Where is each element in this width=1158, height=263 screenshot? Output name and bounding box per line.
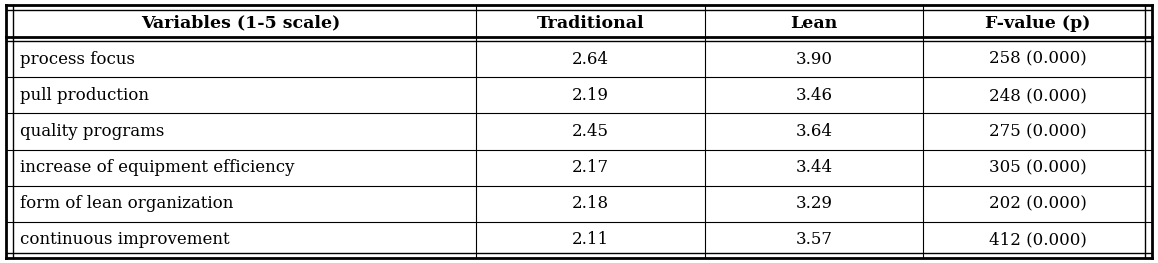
Text: Traditional: Traditional	[536, 15, 644, 32]
Text: Lean: Lean	[791, 15, 837, 32]
Text: 2.18: 2.18	[572, 195, 609, 212]
Text: quality programs: quality programs	[20, 123, 164, 140]
Text: 3.57: 3.57	[796, 231, 833, 248]
Text: Variables (1-5 scale): Variables (1-5 scale)	[141, 15, 340, 32]
Text: continuous improvement: continuous improvement	[20, 231, 229, 248]
Text: increase of equipment efficiency: increase of equipment efficiency	[20, 159, 294, 176]
Text: pull production: pull production	[20, 87, 148, 104]
Text: 3.44: 3.44	[796, 159, 833, 176]
Text: 275 (0.000): 275 (0.000)	[989, 123, 1086, 140]
Text: 258 (0.000): 258 (0.000)	[989, 51, 1086, 68]
Text: F-value (p): F-value (p)	[985, 15, 1090, 32]
Text: 3.29: 3.29	[796, 195, 833, 212]
Text: 412 (0.000): 412 (0.000)	[989, 231, 1086, 248]
Text: 3.46: 3.46	[796, 87, 833, 104]
Text: 2.17: 2.17	[572, 159, 609, 176]
Text: process focus: process focus	[20, 51, 134, 68]
Text: 2.64: 2.64	[572, 51, 609, 68]
Text: 305 (0.000): 305 (0.000)	[989, 159, 1086, 176]
Text: 2.11: 2.11	[572, 231, 609, 248]
Text: 3.90: 3.90	[796, 51, 833, 68]
Text: 202 (0.000): 202 (0.000)	[989, 195, 1086, 212]
Text: 248 (0.000): 248 (0.000)	[989, 87, 1086, 104]
Text: form of lean organization: form of lean organization	[20, 195, 233, 212]
Text: 2.19: 2.19	[572, 87, 609, 104]
Text: 3.64: 3.64	[796, 123, 833, 140]
Text: 2.45: 2.45	[572, 123, 609, 140]
